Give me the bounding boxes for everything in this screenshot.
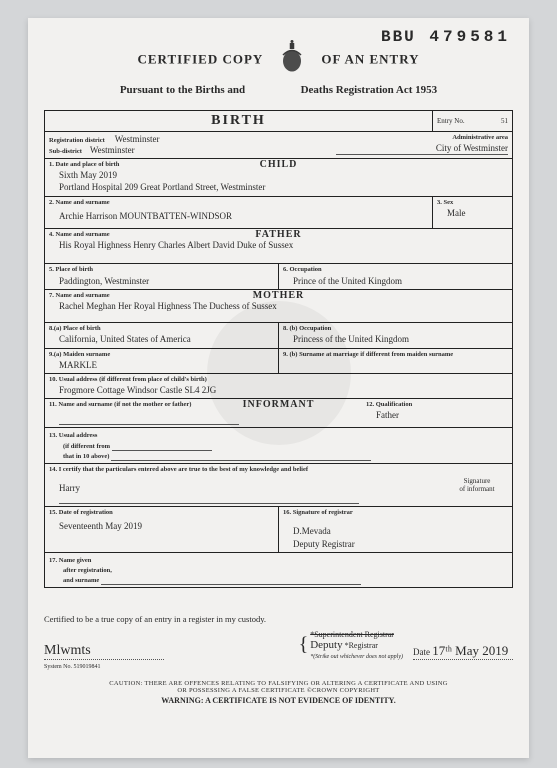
field-8b: 8. (b) Occupation Princess of the United… <box>278 323 512 347</box>
entry-no: Entry No. 51 <box>432 111 512 131</box>
field-7: 7. Name and surname Rachel Meghan Her Ro… <box>45 290 512 322</box>
field-5: 5. Place of birth Paddington, Westminste… <box>45 264 278 288</box>
field-3: 3. Sex Male <box>432 197 512 228</box>
header-left: CERTIFIED COPY <box>137 52 262 67</box>
serial-digits: 479581 <box>429 28 511 46</box>
system-no: System No. 519019841 <box>44 664 513 670</box>
field-9b: 9. (b) Surname at marriage if different … <box>278 349 512 373</box>
cert-footer: Certified to be a true copy of an entry … <box>44 614 513 705</box>
field-16: 16. Signature of registrar D.Mevada Depu… <box>278 507 512 552</box>
field-13: 13. Usual address (if different from tha… <box>45 428 512 462</box>
field-8a: 8.(a) Place of birth California, United … <box>45 323 278 347</box>
custodian-signature: Mlwmts <box>44 643 289 660</box>
footer-date: Date 17ᵗʰ May 2019 <box>413 643 513 660</box>
field-1: 1. Date and place of birth Sixth May 201… <box>45 159 512 196</box>
birth-form: BIRTH Entry No. 51 Registration district… <box>44 110 513 589</box>
field-17: 17. Name given after registration, and s… <box>45 553 512 587</box>
header-right: OF AN ENTRY <box>321 52 419 67</box>
header2-left: Pursuant to the Births and <box>120 84 245 96</box>
field-2: 2. Name and surname Archie Harrison MOUN… <box>45 197 432 228</box>
reg-district: Registration district Westminster Sub-di… <box>45 132 332 159</box>
warning-line: WARNING: A CERTIFICATE IS NOT EVIDENCE O… <box>44 696 513 705</box>
header: CERTIFIED COPY OF AN ENTRY Pursuant to t… <box>44 40 513 96</box>
royal-crest-icon <box>277 40 307 82</box>
field-6: 6. Occupation Prince of the United Kingd… <box>278 264 512 288</box>
caution-line2: OR POSSESSING A FALSE CERTIFICATE ©CROWN… <box>44 687 513 694</box>
header2-right: Deaths Registration Act 1953 <box>301 84 438 96</box>
field-10: 10. Usual address (if different from pla… <box>45 374 512 398</box>
field-4: 4. Name and surname His Royal Highness H… <box>45 229 512 263</box>
form-title: BIRTH <box>45 111 432 131</box>
serial-number: BBU 479581 <box>381 28 511 46</box>
field-11: 11. Name and surname (if not the mother … <box>45 399 362 427</box>
field-15: 15. Date of registration Seventeenth May… <box>45 507 278 552</box>
registrar-block: { *Superintendent Registrar Deputy *Regi… <box>299 630 403 660</box>
caution-line1: CAUTION: THERE ARE OFFENCES RELATING TO … <box>44 680 513 687</box>
field-14: 14. I certify that the particulars enter… <box>45 464 442 506</box>
certificate-paper: BBU 479581 CERTIFIED COPY OF AN ENTRY Pu… <box>28 18 529 758</box>
cert-statement: Certified to be a true copy of an entry … <box>44 614 513 624</box>
admin-area: Administrative area City of Westminster <box>332 132 512 159</box>
field-14-sig: Signature of informant <box>442 464 512 506</box>
field-12: 12. Qualification Father <box>362 399 512 427</box>
field-9a: 9.(a) Maiden surname MARKLE <box>45 349 278 373</box>
serial-prefix: BBU <box>381 28 416 46</box>
